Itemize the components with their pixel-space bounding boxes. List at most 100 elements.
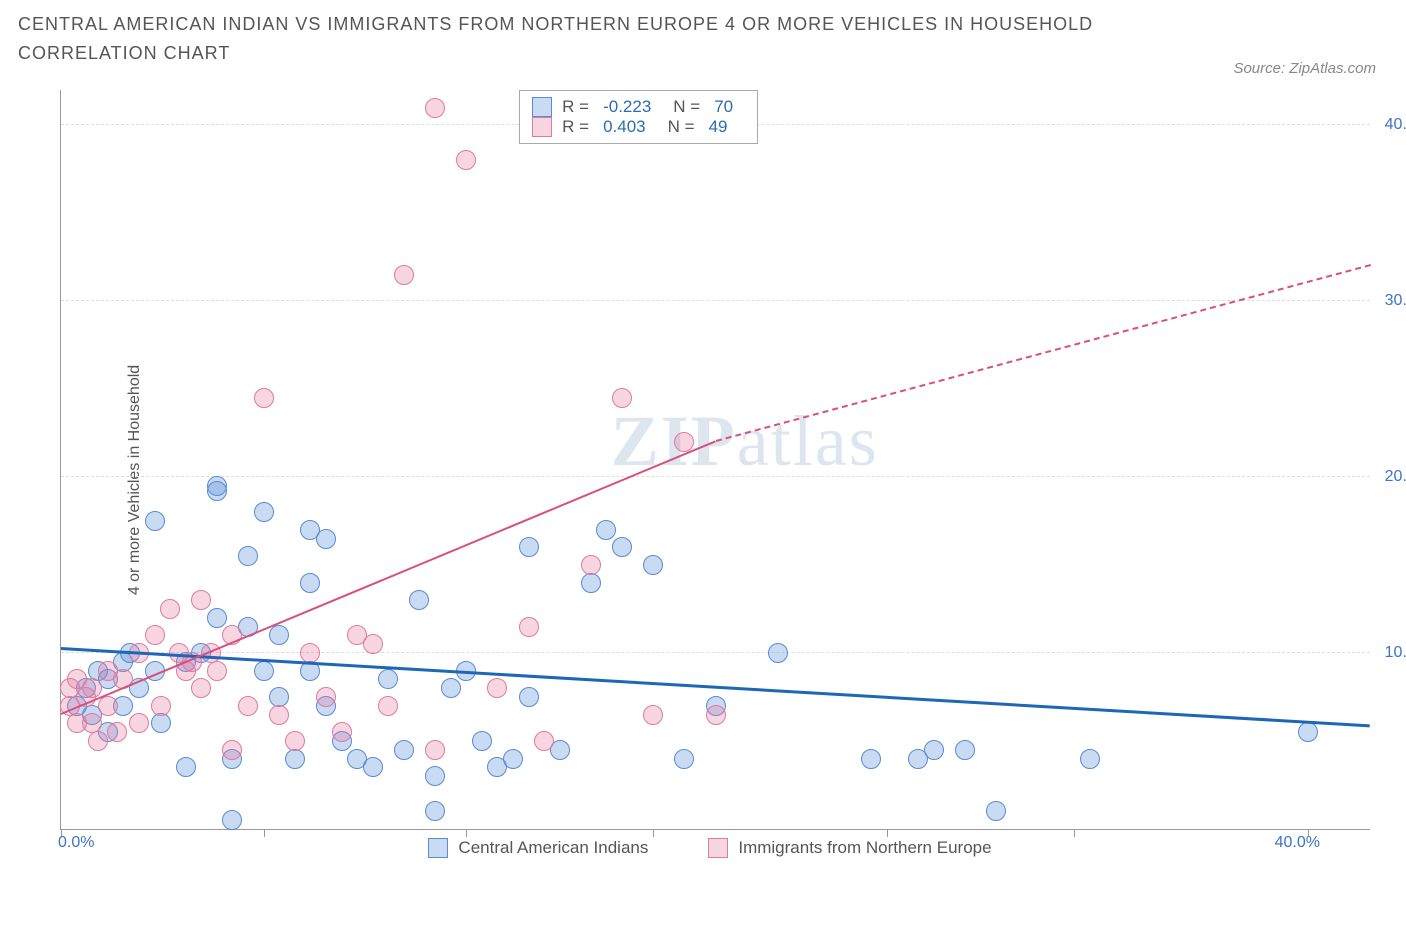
data-point — [300, 643, 320, 663]
data-point — [300, 573, 320, 593]
data-point — [285, 749, 305, 769]
x-tick — [466, 829, 467, 837]
data-point — [425, 766, 445, 786]
gridline — [61, 300, 1370, 301]
trend-line — [715, 264, 1370, 442]
legend-item: Central American Indians — [428, 838, 648, 858]
watermark: ZIPatlas — [611, 400, 879, 483]
gridline — [61, 652, 1370, 653]
data-point — [456, 150, 476, 170]
data-point — [643, 555, 663, 575]
data-point — [394, 265, 414, 285]
data-point — [285, 731, 305, 751]
data-point — [254, 388, 274, 408]
x-tick — [264, 829, 265, 837]
data-point — [378, 669, 398, 689]
data-point — [145, 625, 165, 645]
x-tick — [1074, 829, 1075, 837]
data-point — [238, 696, 258, 716]
data-point — [861, 749, 881, 769]
scatter-plot: R = -0.223 N = 70 R = 0.403 N = 49 ZIPat… — [60, 90, 1370, 830]
data-point — [151, 713, 171, 733]
gridline — [61, 476, 1370, 477]
data-point — [581, 573, 601, 593]
legend-stats: R = -0.223 N = 70 R = 0.403 N = 49 — [519, 90, 758, 144]
data-point — [519, 687, 539, 707]
data-point — [98, 696, 118, 716]
data-point — [160, 599, 180, 619]
chart-area: 4 or more Vehicles in Household R = -0.2… — [50, 90, 1370, 870]
data-point — [581, 555, 601, 575]
source-label: Source: ZipAtlas.com — [1233, 60, 1376, 77]
y-tick-label: 40.0% — [1385, 116, 1406, 134]
legend-stat-row: R = 0.403 N = 49 — [532, 117, 745, 137]
legend-swatch-pink — [532, 117, 552, 137]
data-point — [643, 705, 663, 725]
data-point — [612, 388, 632, 408]
data-point — [145, 511, 165, 531]
legend-label: Immigrants from Northern Europe — [738, 838, 991, 858]
data-point — [316, 687, 336, 707]
data-point — [706, 705, 726, 725]
chart-title: CENTRAL AMERICAN INDIAN VS IMMIGRANTS FR… — [18, 10, 1118, 68]
data-point — [363, 634, 383, 654]
stat-n-value: 49 — [709, 117, 728, 137]
data-point — [269, 705, 289, 725]
data-point — [674, 749, 694, 769]
data-point — [238, 546, 258, 566]
legend-stat-row: R = -0.223 N = 70 — [532, 97, 745, 117]
data-point — [207, 661, 227, 681]
data-point — [363, 757, 383, 777]
data-point — [254, 502, 274, 522]
stat-r-label: R = — [562, 117, 589, 137]
data-point — [596, 520, 616, 540]
data-point — [191, 678, 211, 698]
data-point — [519, 617, 539, 637]
data-point — [394, 740, 414, 760]
legend-swatch-pink — [708, 838, 728, 858]
data-point — [332, 722, 352, 742]
data-point — [768, 643, 788, 663]
stat-n-label: N = — [673, 97, 700, 117]
y-tick-label: 30.0% — [1385, 292, 1406, 310]
data-point — [503, 749, 523, 769]
data-point — [207, 481, 227, 501]
data-point — [425, 98, 445, 118]
data-point — [191, 590, 211, 610]
data-point — [441, 678, 461, 698]
stat-n-value: 70 — [714, 97, 733, 117]
data-point — [1080, 749, 1100, 769]
data-point — [222, 740, 242, 760]
stat-r-value: 0.403 — [603, 117, 646, 137]
legend-swatch-blue — [428, 838, 448, 858]
y-tick-label: 10.0% — [1385, 644, 1406, 662]
legend-bottom: Central American Indians Immigrants from… — [50, 838, 1370, 858]
data-point — [82, 678, 102, 698]
stat-r-value: -0.223 — [603, 97, 651, 117]
legend-label: Central American Indians — [458, 838, 648, 858]
data-point — [534, 731, 554, 751]
data-point — [472, 731, 492, 751]
legend-item: Immigrants from Northern Europe — [708, 838, 991, 858]
data-point — [151, 696, 171, 716]
data-point — [425, 740, 445, 760]
data-point — [222, 810, 242, 830]
legend-swatch-blue — [532, 97, 552, 117]
data-point — [316, 529, 336, 549]
data-point — [955, 740, 975, 760]
data-point — [207, 608, 227, 628]
data-point — [176, 757, 196, 777]
data-point — [519, 537, 539, 557]
x-tick — [653, 829, 654, 837]
y-tick-label: 20.0% — [1385, 468, 1406, 486]
data-point — [88, 731, 108, 751]
data-point — [487, 678, 507, 698]
data-point — [254, 661, 274, 681]
data-point — [612, 537, 632, 557]
data-point — [1298, 722, 1318, 742]
data-point — [986, 801, 1006, 821]
data-point — [269, 625, 289, 645]
stat-n-label: N = — [668, 117, 695, 137]
stat-r-label: R = — [562, 97, 589, 117]
data-point — [425, 801, 445, 821]
